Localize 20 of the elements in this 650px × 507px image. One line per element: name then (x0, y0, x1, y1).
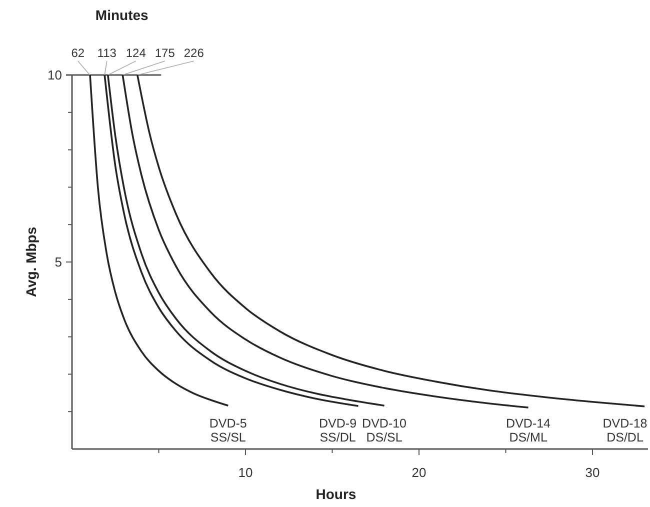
y-axis-title: Avg. Mbps (23, 226, 39, 298)
x-axis-title: Hours (316, 486, 356, 502)
series-label: DVD-18 DS/DL (602, 416, 648, 444)
series-label: DVD-14 DS/ML (506, 416, 551, 444)
annotation: 124 (126, 46, 146, 60)
y-tick-label: 5 (54, 254, 62, 270)
text: Minutes (95, 7, 149, 23)
line-series (136, 74, 646, 408)
x-tick-label: 10 (238, 465, 253, 480)
annotation: 113 (97, 46, 117, 60)
line-series (89, 74, 230, 407)
line-series (122, 74, 530, 408)
series-label: DVD-9 SS/DL (319, 416, 357, 444)
annotation: 175 (154, 46, 176, 60)
x-tick-label: 20 (412, 465, 426, 480)
annotation: 226 (184, 46, 204, 60)
series-label: DVD-5 SS/SL (209, 416, 247, 444)
series-label: DVD-10 DS/SL (362, 416, 407, 444)
x-tick-label: 30 (585, 465, 600, 480)
annotation: 62 (71, 46, 85, 60)
